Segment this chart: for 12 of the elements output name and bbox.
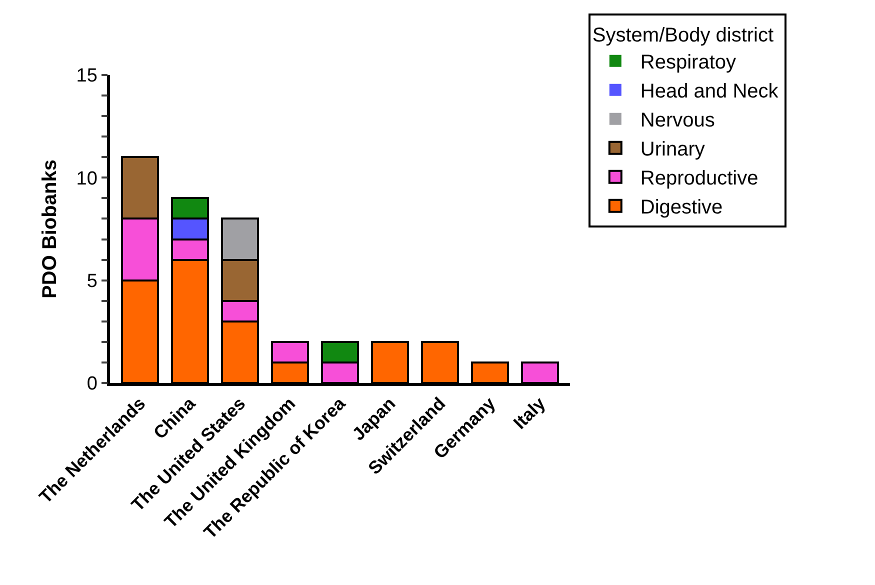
legend-label: Respiratoy [640, 52, 736, 74]
legend-label: Urinary [640, 138, 705, 161]
legend-label: Head and Neck [640, 80, 780, 103]
legend-title: System/Body district [592, 24, 774, 46]
y-tick-label: 15 [76, 66, 98, 87]
legend-label: Nervous [640, 110, 715, 132]
legend-label: Digestive [640, 196, 723, 219]
legend-label: Reproductive [640, 168, 758, 190]
y-tick-label: 5 [86, 270, 98, 292]
y-axis-title: PDO Biobanks [38, 160, 61, 298]
y-tick-label: 10 [76, 168, 98, 190]
y-tick-label: 0 [86, 374, 98, 395]
